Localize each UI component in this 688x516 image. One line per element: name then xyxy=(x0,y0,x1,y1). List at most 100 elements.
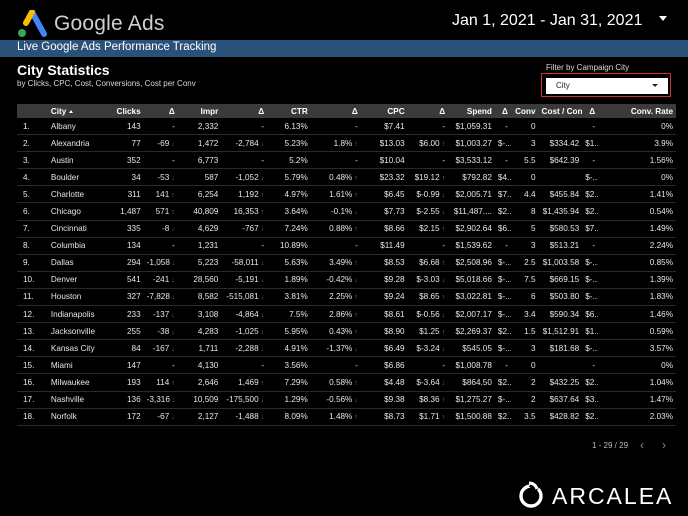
column-header-conv[interactable]: Conv xyxy=(510,104,539,118)
column-header-delta[interactable]: Δ xyxy=(582,104,599,118)
row-ctr: 3.81% xyxy=(267,288,311,307)
chevron-left-icon[interactable]: ‹ xyxy=(640,438,644,452)
column-header-spend[interactable]: Spend xyxy=(448,104,495,118)
table-row[interactable]: 5. Charlotte 311 141 ↑ 6,254 1,192 ↑ 4.97% 1.61… xyxy=(17,185,676,204)
column-header-cost-per-conv[interactable]: Cost / Conv xyxy=(538,104,583,118)
row-cpc-value: $11.49 xyxy=(380,241,405,251)
row-conv-rate: 1.49% xyxy=(598,220,676,238)
row-conv: 3 xyxy=(510,237,539,255)
row-cpc-delta: $6.00 ↑ xyxy=(407,134,449,153)
row-index: 17. xyxy=(17,391,48,409)
row-impr-value: 6,773 xyxy=(197,155,219,165)
chevron-right-icon[interactable]: › xyxy=(662,438,666,452)
table-row[interactable]: 12. Indianapolis 233 -137 ↓ 3,108 -4,864 ↓ 7.5… xyxy=(17,305,676,324)
row-clicks-value: 335 xyxy=(126,224,141,234)
row-cost-per-conv-delta: $2... xyxy=(582,408,599,426)
row-conv-rate: 1.46% xyxy=(598,305,676,324)
column-header-impr[interactable]: Impr xyxy=(177,104,222,118)
column-header-delta[interactable]: Δ xyxy=(494,104,511,118)
arrow-down-icon: ↓ xyxy=(258,397,265,405)
column-header-conv-rate[interactable]: Conv. Rate xyxy=(598,104,676,118)
row-impr: 6,254 xyxy=(177,185,222,204)
row-impr-delta: - xyxy=(221,237,268,255)
row-spend-delta: $2... xyxy=(494,322,511,341)
arrow-up-icon: ↑ xyxy=(258,209,265,217)
table-row[interactable]: 4. Boulder 34 -53 ↓ 587 -1,052 ↓ 5.79% 0.48% ↑ $… xyxy=(17,168,676,187)
table-row[interactable]: 6. Chicago 1,487 571 ↑ 40,809 16,353 ↑ 3.64% -0… xyxy=(17,202,676,221)
table-row[interactable]: 8. Columbia 134-1,231-10.89% - $11.49- $1,539… xyxy=(17,237,676,255)
row-spend-delta: - xyxy=(494,356,511,375)
table-row[interactable]: 15. Miami 147-4,130-3.56% - $6.86- $1,008.78-… xyxy=(17,356,676,375)
table-row[interactable]: 16. Milwaukee 193 114 ↑ 2,646 1,469 ↑ 7.29% 0.5… xyxy=(17,373,676,392)
row-impr-delta: -5,191 ↓ xyxy=(221,271,268,289)
row-cost-per-conv-delta-value: - xyxy=(592,241,596,251)
row-ctr-delta-value: - xyxy=(355,121,358,131)
row-spend-delta: - xyxy=(494,237,511,255)
table-row[interactable]: 7. Cincinnati 335 -8 ↓ 4,629 -767 ↓ 7.24% 0.88%… xyxy=(17,220,676,238)
date-range-selector[interactable]: Jan 1, 2021 - Jan 31, 2021 xyxy=(452,12,643,29)
table-row[interactable]: 9. Dallas 294 -1,058 ↓ 5,223 -58,011 ↓ 5.63% 3.… xyxy=(17,254,676,272)
row-clicks: 233 xyxy=(96,305,144,324)
row-index: 6. xyxy=(17,202,48,221)
column-header-ctr[interactable]: CTR xyxy=(267,104,311,118)
arrow-down-icon: ↓ xyxy=(258,174,265,182)
table-row[interactable]: 13. Jacksonville 255 -38 ↓ 4,283 -1,025 ↓ 5.95… xyxy=(17,322,676,341)
table-row[interactable]: 18. Norfolk 172 -67 ↓ 2,127 -1,488 ↓ 8.09% 1.48… xyxy=(17,408,676,426)
google-ads-logo-icon xyxy=(18,10,47,37)
column-header-city[interactable]: City xyxy=(47,104,97,118)
arrow-up-icon: ↑ xyxy=(439,414,446,422)
table-row[interactable]: 11. Houston 327 -7,828 ↓ 8,582 -515,081 ↓ 3.81… xyxy=(17,288,676,307)
row-ctr-delta-value: 3.49% xyxy=(329,258,353,268)
column-header-delta[interactable]: Δ xyxy=(143,104,178,118)
row-city: Charlotte xyxy=(47,185,97,204)
row-index-value: 4. xyxy=(23,172,30,182)
row-cost-per-conv-value: $637.64 xyxy=(549,395,580,405)
row-spend: $792.82 xyxy=(448,168,495,187)
table-row[interactable]: 3. Austin 352-6,773-5.2% - $10.04- $3,533.12-… xyxy=(17,151,676,170)
table-row[interactable]: 17. Nashville 136 -3,316 ↓ 10,509 -175,500 ↓ 1… xyxy=(17,391,676,409)
row-spend: $3,022.81 xyxy=(448,288,495,307)
row-ctr: 3.56% xyxy=(267,356,311,375)
row-index-value: 3. xyxy=(23,155,30,165)
table-row[interactable]: 10. Denver 541 -241 ↓ 28,560 -5,191 ↓ 1.89% -0.… xyxy=(17,271,676,289)
row-city: Indianapolis xyxy=(47,305,97,324)
column-header-clicks[interactable]: Clicks xyxy=(96,104,144,118)
row-spend-delta-value: $2... xyxy=(497,412,511,422)
row-conv-rate-value: 0% xyxy=(661,360,673,370)
table-row[interactable]: 1. Albany 143-2,332-6.13% - $7.41- $1,059.31-… xyxy=(17,118,676,136)
table-row[interactable]: 2. Alexandria 77 -69 ↓ 1,472 -2,784 ↓ 5.23% 1.8… xyxy=(17,134,676,153)
column-header-cpc[interactable]: CPC xyxy=(360,104,408,118)
arrow-up-icon: ↑ xyxy=(352,260,358,268)
table-row[interactable]: 14. Kansas City 84 -167 ↓ 1,711 -2,288 ↓ 4.91%… xyxy=(17,339,676,358)
row-cost-per-conv: $1,512.91 xyxy=(538,322,583,341)
row-spend-delta: $-... xyxy=(494,288,511,307)
row-index: 18. xyxy=(17,408,48,426)
row-conv-rate: 0% xyxy=(598,168,676,187)
row-impr-value: 28,560 xyxy=(193,275,219,285)
row-ctr-delta-value: 0.88% xyxy=(329,224,353,234)
row-ctr-delta-value: 1.48% xyxy=(329,412,353,422)
row-ctr-delta-value: -0.56% xyxy=(326,395,353,405)
row-clicks-delta-value: -137 xyxy=(152,309,170,319)
row-city: Jacksonville xyxy=(47,322,97,341)
row-impr: 2,646 xyxy=(177,373,222,392)
column-header-delta[interactable]: Δ xyxy=(310,104,361,118)
logo-text: Google Ads xyxy=(54,12,165,35)
row-impr-delta-value: 1,192 xyxy=(238,189,259,199)
row-cpc-value: $7.41 xyxy=(384,121,405,131)
column-header-delta[interactable]: Δ xyxy=(221,104,268,118)
caret-down-icon[interactable] xyxy=(659,16,667,21)
row-ctr: 1.29% xyxy=(267,391,311,409)
row-ctr-delta: -1.37% ↓ xyxy=(310,339,361,358)
row-ctr-delta: 0.88% ↑ xyxy=(310,220,361,238)
city-filter-dropdown[interactable]: City xyxy=(546,78,668,94)
row-index-value: 5. xyxy=(23,189,30,199)
arrow-down-icon: ↓ xyxy=(439,345,446,353)
row-clicks-delta: -241 ↓ xyxy=(143,271,178,289)
arrow-down-icon: ↓ xyxy=(169,397,176,405)
row-conv-value: 4.4 xyxy=(524,189,536,199)
row-city: Cincinnati xyxy=(47,220,97,238)
row-impr-value: 8,582 xyxy=(197,292,219,302)
column-header-delta[interactable]: Δ xyxy=(407,104,449,118)
row-ctr-value: 1.29% xyxy=(284,395,308,405)
